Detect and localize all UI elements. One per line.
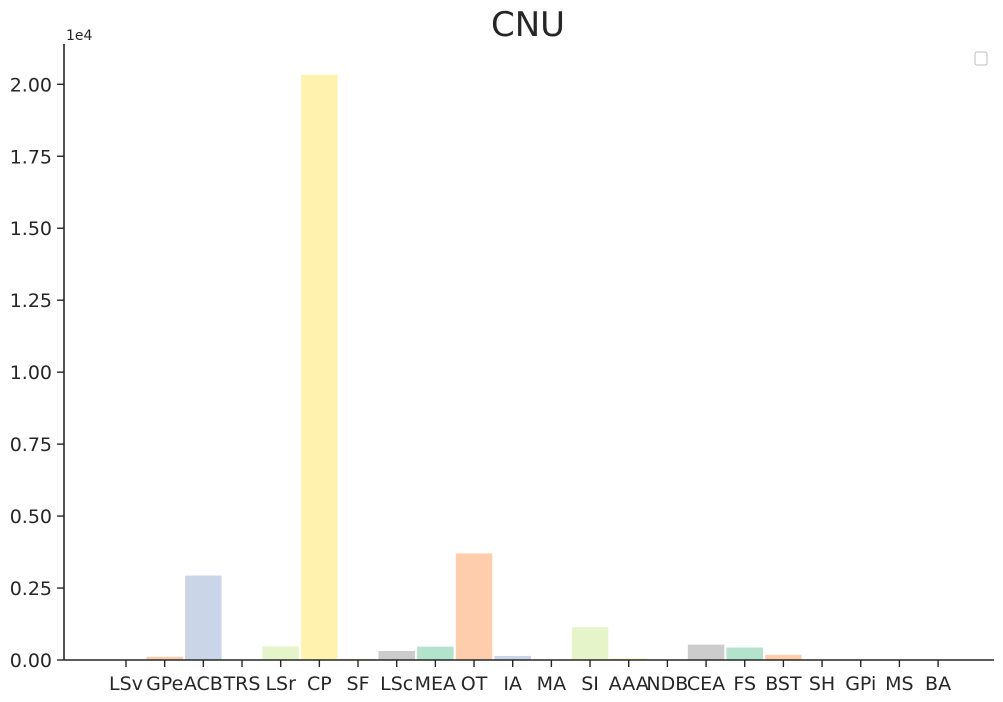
y-axis-ticks: 0.00 0.25 0.50 0.75 1.00 1.25 1.50 1.75 2.00 <box>10 74 64 672</box>
bar-lsc <box>377 650 416 661</box>
y-tick-label: 0.75 <box>10 434 52 456</box>
bar-bst <box>764 653 803 661</box>
x-tick-label: LSc <box>380 673 413 695</box>
x-tick-label: CEA <box>687 673 725 695</box>
x-tick-label: BA <box>925 673 951 695</box>
x-tick-label: BST <box>765 673 802 695</box>
x-tick-label: SI <box>581 673 599 695</box>
x-tick-label: SH <box>809 673 835 695</box>
x-tick-label: LSr <box>265 673 296 695</box>
x-tick-label: IA <box>503 673 522 695</box>
bar-cea <box>686 643 726 661</box>
x-tick-label: GPe <box>146 673 183 695</box>
x-tick-label: LSv <box>109 673 143 695</box>
bar-fs <box>725 646 764 661</box>
x-tick-label: MEA <box>415 673 456 695</box>
y-tick-label: 1.75 <box>10 146 52 168</box>
x-tick-label: FS <box>733 673 756 695</box>
x-tick-label: MS <box>885 673 913 695</box>
y-tick-label: 1.50 <box>10 218 52 240</box>
y-tick-label: 2.00 <box>10 74 52 96</box>
y-tick-label: 1.00 <box>10 362 52 384</box>
bar-ot <box>454 552 494 661</box>
y-tick-label: 0.50 <box>10 506 52 528</box>
x-tick-label: SF <box>347 673 370 695</box>
bar-acb <box>184 574 223 661</box>
x-tick-label: GPi <box>845 673 876 695</box>
bars-group <box>145 73 803 661</box>
x-tick-label: ACB <box>184 673 223 695</box>
bar-mea <box>416 645 455 661</box>
x-tick-label: OT <box>461 673 488 695</box>
x-tick-label: CP <box>307 673 332 695</box>
x-tick-label: AAA <box>609 673 649 695</box>
y-tick-label: 1.25 <box>10 290 52 312</box>
y-tick-label: 0.00 <box>10 650 52 672</box>
legend-box <box>974 51 988 66</box>
bar-lsr <box>261 645 300 661</box>
bar-si <box>570 626 610 661</box>
bar-cp <box>300 73 339 661</box>
y-tick-label: 0.25 <box>10 578 52 600</box>
y-axis-offset-label: 1e4 <box>66 28 93 44</box>
x-axis-ticks: LSv GPe ACB TRS LSr CP SF LSc MEA OT IA MA SI AAANDBC… <box>109 660 951 695</box>
x-tick-label: TRS <box>223 673 261 695</box>
x-tick-label: NDB <box>646 673 688 695</box>
chart-title: CNU <box>491 5 565 45</box>
x-tick-label: MA <box>537 673 566 695</box>
